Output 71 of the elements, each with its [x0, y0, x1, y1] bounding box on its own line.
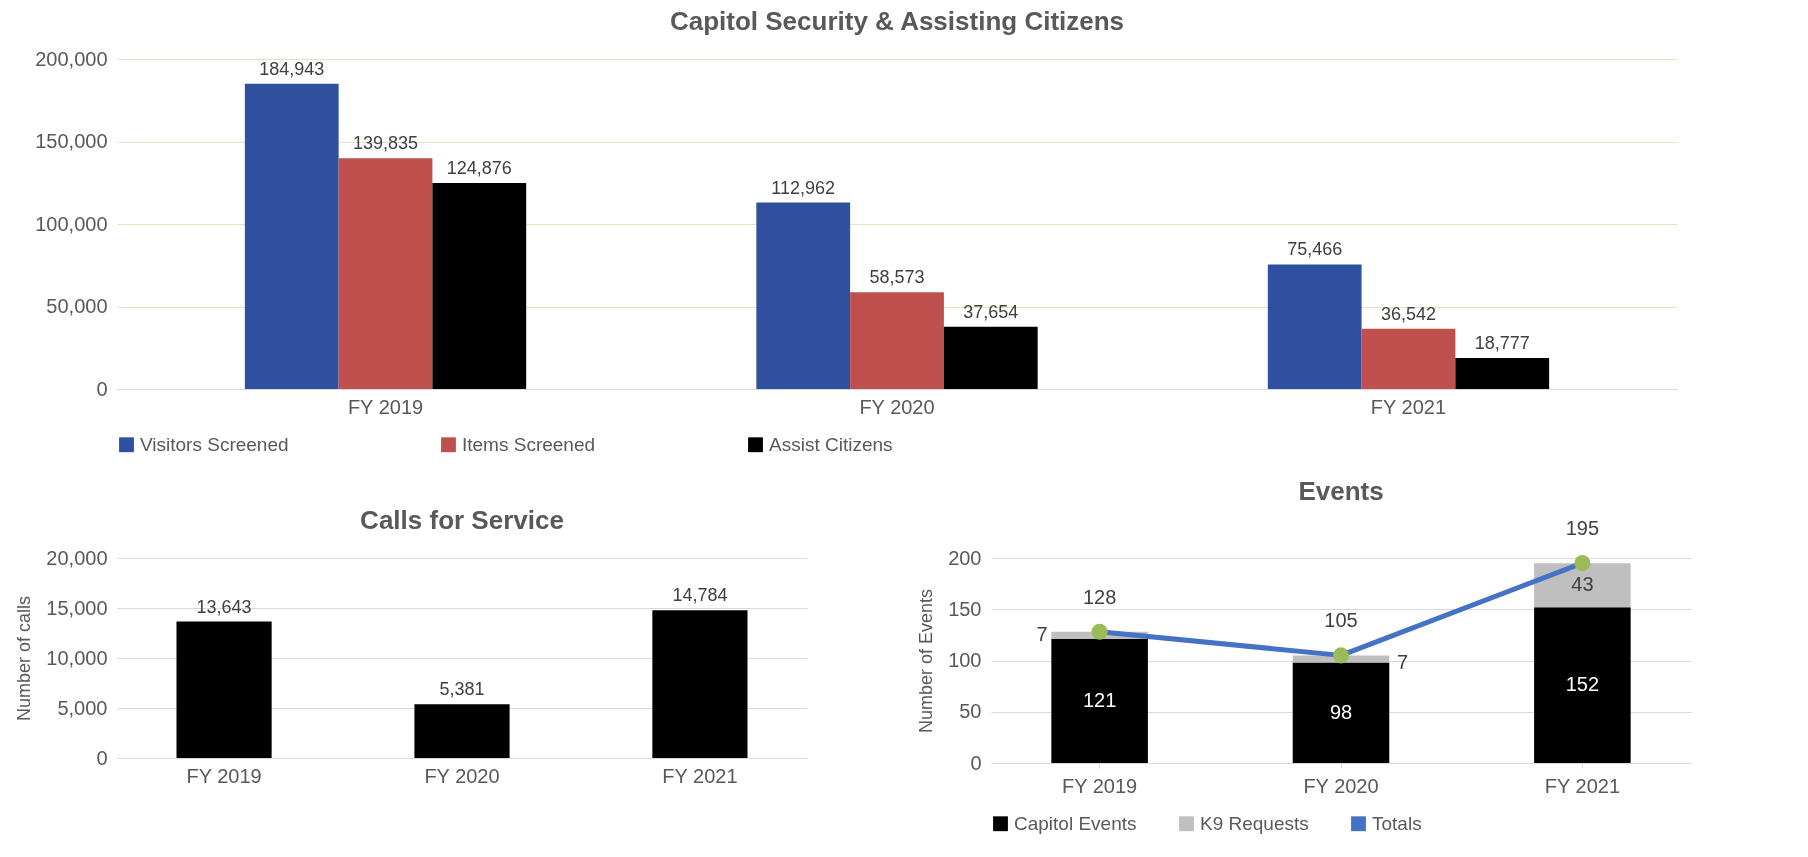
y-axis-title: Number of calls	[14, 595, 35, 722]
data-label: 105	[1324, 609, 1358, 632]
data-label: 7	[1036, 623, 1048, 646]
x-tick-label: FY 2019	[347, 395, 424, 418]
chart-title: Capitol Security & Assisting Citizens	[669, 6, 1125, 36]
data-label: 128	[1082, 585, 1117, 608]
bar	[756, 202, 851, 389]
data-label: 36,542	[1380, 303, 1437, 324]
data-label: 139,835	[352, 133, 419, 154]
data-label: 124,876	[446, 157, 512, 178]
legend-label: Capitol Events	[1014, 812, 1137, 834]
x-tick-label: FY 2019	[186, 764, 262, 787]
y-tick-label: 10,000	[46, 646, 108, 669]
bar	[1361, 328, 1456, 389]
data-label: 195	[1565, 517, 1600, 540]
data-label: 152	[1565, 673, 1600, 696]
legend-label: Visitors Screened	[140, 433, 289, 455]
x-tick-label: FY 2021	[1370, 395, 1447, 418]
chart-title: Events	[1298, 476, 1384, 507]
y-tick-label: 20,000	[46, 546, 108, 569]
data-label: 98	[1329, 700, 1353, 723]
y-tick-label: 50	[959, 700, 982, 723]
bar	[1534, 607, 1631, 763]
y-tick-label: 100,000	[35, 212, 108, 235]
legend-label: Totals	[1372, 812, 1422, 834]
bar	[414, 704, 510, 758]
data-label: 18,777	[1474, 333, 1530, 354]
chart-title: Calls for Service	[360, 505, 564, 535]
legend-label: Items Screened	[462, 433, 596, 455]
data-label: 58,573	[869, 267, 925, 288]
data-label: 121	[1082, 688, 1117, 711]
y-tick-label: 200	[948, 546, 982, 569]
y-tick-label: 150	[948, 597, 982, 620]
data-label: 14,784	[672, 585, 728, 606]
y-tick-label: 0	[96, 746, 108, 769]
data-label: 37,654	[963, 301, 1019, 322]
data-label: 13,643	[196, 596, 252, 617]
x-tick-label: FY 2021	[1544, 774, 1620, 797]
data-label: 7	[1397, 650, 1409, 673]
data-label: 112,962	[771, 177, 836, 198]
y-tick-label: 5,000	[57, 696, 108, 719]
data-label: 75,466	[1287, 239, 1343, 260]
bar	[850, 292, 944, 389]
bar	[1051, 638, 1148, 763]
bar	[1455, 358, 1550, 389]
legend-label: K9 Requests	[1200, 812, 1309, 834]
bar	[1292, 662, 1390, 763]
y-tick-label: 0	[970, 751, 982, 774]
x-tick-label: FY 2020	[1303, 774, 1379, 797]
legend-label: Assist Citizens	[769, 433, 893, 455]
bar	[338, 158, 433, 389]
bar	[1267, 264, 1362, 389]
data-label: 43	[1571, 573, 1594, 596]
bar	[176, 621, 272, 758]
x-tick-label: FY 2020	[859, 395, 935, 418]
x-tick-label: FY 2020	[424, 764, 500, 787]
data-label: 184,943	[259, 58, 325, 79]
y-tick-label: 200,000	[35, 47, 108, 70]
x-tick-label: FY 2019	[1062, 774, 1138, 797]
y-tick-label: 100	[948, 649, 982, 671]
y-tick-label: 50,000	[46, 295, 108, 317]
x-tick-label: FY 2021	[662, 764, 738, 787]
bar	[652, 610, 748, 758]
bar	[943, 326, 1038, 389]
data-label: 5,381	[439, 679, 485, 700]
y-tick-label: 0	[96, 377, 108, 400]
y-tick-label: 15,000	[46, 596, 108, 619]
y-axis-title: Number of Events	[916, 588, 937, 734]
bar	[432, 182, 527, 389]
bar	[244, 83, 339, 389]
y-tick-label: 150,000	[35, 130, 108, 152]
